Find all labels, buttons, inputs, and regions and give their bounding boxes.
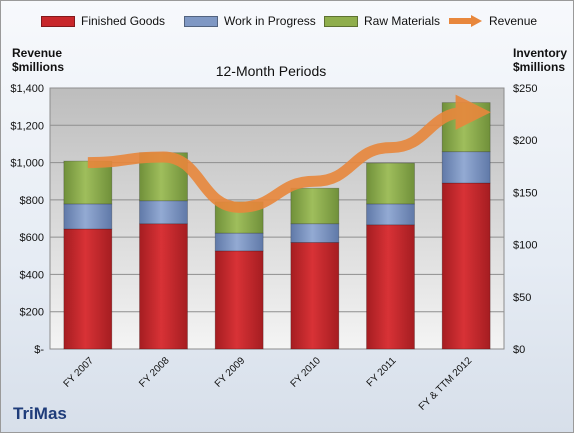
legend-item-revenue: Revenue <box>449 11 537 31</box>
legend: Finished Goods Work in Progress Raw Mate… <box>1 11 573 31</box>
right-axis-title-line-2: $millions <box>513 60 566 74</box>
bar-segment-work-in-progress <box>63 203 113 230</box>
right-axis-tick-label: $50 <box>513 292 531 304</box>
legend-item-raw-materials: Raw Materials <box>324 11 440 31</box>
right-axis-title-line-1: Inventory <box>513 46 568 60</box>
right-axis-tick-label: $0 <box>513 344 525 356</box>
bar-segment-finished-goods <box>214 250 264 350</box>
bar-segment-work-in-progress <box>214 232 264 252</box>
company-logo-text: TriMas <box>13 404 67 423</box>
legend-swatch-finished-goods <box>41 15 75 27</box>
bar-segment-finished-goods <box>290 242 340 350</box>
left-axis-tick-label: $1,000 <box>10 158 44 170</box>
bar-segment-work-in-progress <box>441 151 491 184</box>
x-axis-tick-label: FY 2011 <box>365 355 399 389</box>
right-axis-tick-label: $100 <box>513 240 537 252</box>
revenue-line <box>87 94 491 213</box>
legend-item-work-in-progress: Work in Progress <box>184 11 316 31</box>
legend-swatch-revenue <box>449 14 483 27</box>
bar-segment-work-in-progress <box>290 223 340 243</box>
x-axis-tick-label: FY 2007 <box>62 355 97 390</box>
legend-label-finished-goods: Finished Goods <box>81 14 166 28</box>
legend-swatch-work-in-progress <box>184 15 218 27</box>
x-axis-tick-label: FY & TTM 2012 <box>417 355 475 413</box>
left-axis-tick-label: $1,400 <box>10 83 44 95</box>
bar-segment-raw-materials <box>366 162 415 205</box>
x-axis-tick-label: FY 2010 <box>289 355 324 390</box>
bar-segment-finished-goods <box>139 223 188 350</box>
left-axis-title: Revenue $millions <box>12 46 64 74</box>
left-axis-tick-label: $400 <box>20 269 44 281</box>
legend-swatch-raw-materials <box>324 15 358 27</box>
bar-segment-work-in-progress <box>139 200 188 225</box>
right-axis-title: Inventory $millions <box>513 46 567 74</box>
x-axis-tick-label: FY 2008 <box>137 355 172 390</box>
legend-label-raw-materials: Raw Materials <box>364 14 441 28</box>
left-axis-tick-label: $1,200 <box>10 120 44 132</box>
legend-item-finished-goods: Finished Goods <box>41 11 165 31</box>
right-axis-tick-label: $150 <box>513 187 537 199</box>
chart-title: 12-Month Periods <box>215 63 327 79</box>
left-axis-title-line-2: $millions <box>12 60 65 74</box>
right-axis-tick-label: $200 <box>513 135 537 147</box>
left-axis-tick-label: $600 <box>20 232 44 244</box>
bar-segment-finished-goods <box>366 224 415 350</box>
bar-segment-finished-goods <box>441 182 491 350</box>
left-axis-tick-label: $800 <box>20 195 44 207</box>
x-axis-tick-label: FY 2009 <box>213 355 248 390</box>
bar-segment-raw-materials <box>290 187 340 225</box>
legend-label-revenue: Revenue <box>489 14 538 28</box>
right-axis-tick-label: $250 <box>513 83 537 95</box>
bar-segment-work-in-progress <box>366 203 415 226</box>
legend-label-work-in-progress: Work in Progress <box>224 14 316 28</box>
left-axis-title-line-1: Revenue <box>12 46 63 60</box>
left-axis-tick-label: $- <box>34 344 44 356</box>
bar-segment-finished-goods <box>63 228 113 350</box>
left-axis-tick-label: $200 <box>20 307 44 319</box>
bar-segment-raw-materials <box>63 160 113 205</box>
